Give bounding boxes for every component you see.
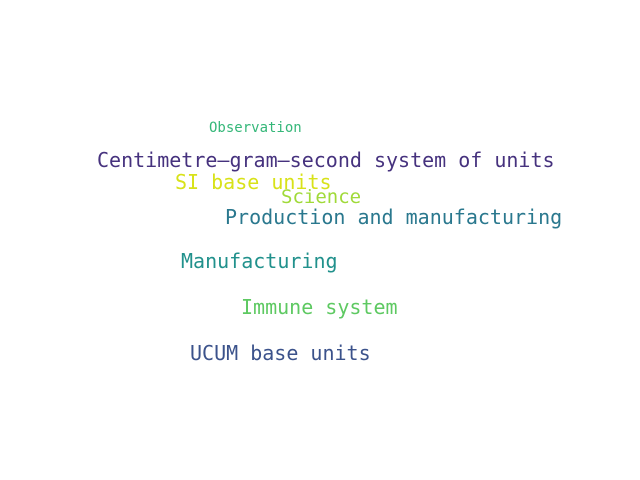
word-immune-system: Immune system — [241, 295, 398, 319]
word-production-and-manufacturing: Production and manufacturing — [225, 205, 563, 229]
word-observation: Observation — [209, 120, 302, 136]
word-ucum-base-units: UCUM base units — [190, 341, 371, 365]
word-si-base-units: SI base units — [175, 170, 332, 194]
word-manufacturing: Manufacturing — [181, 249, 338, 273]
word-science: Science — [281, 186, 362, 208]
word-centimetre-gram-second: Centimetre–gram–second system of units — [97, 148, 555, 172]
